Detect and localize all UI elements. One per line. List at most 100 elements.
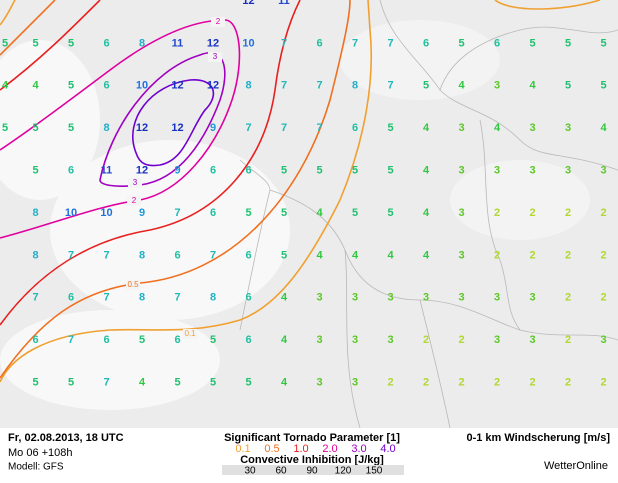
shear-value: 3 <box>352 292 358 304</box>
cin-level: 150 <box>366 466 383 477</box>
shear-value: 7 <box>316 122 322 134</box>
shear-value: 5 <box>2 122 8 134</box>
shear-value: 11 <box>172 37 184 49</box>
shear-value: 7 <box>245 122 251 134</box>
shear-value: 7 <box>387 80 393 92</box>
stp-level: 2.0 <box>322 443 337 455</box>
shear-value: 8 <box>245 80 251 92</box>
shear-title: 0-1 km Windscherung [m/s] <box>466 432 610 444</box>
shear-value: 7 <box>103 249 109 261</box>
shear-value: 8 <box>210 292 216 304</box>
shear-value: 5 <box>32 377 38 389</box>
shear-value: 6 <box>210 207 216 219</box>
stp-title: Significant Tornado Parameter [1] <box>224 432 400 444</box>
cin-level: 90 <box>306 466 318 477</box>
shear-value: 4 <box>387 249 394 261</box>
shear-value: 4 <box>281 334 288 346</box>
shear-value: 2 <box>423 334 429 346</box>
shear-value: 5 <box>600 80 606 92</box>
shear-value: 9 <box>139 207 145 219</box>
shear-value: 3 <box>458 122 464 134</box>
contour-label: 0.5 <box>127 280 139 289</box>
legend: 0.1 0.5 1.0 2.0 3.0 4.0 30 60 90 120 150 <box>235 443 395 477</box>
shear-value: 6 <box>423 37 429 49</box>
shear-value: 5 <box>600 37 606 49</box>
shear-value: 8 <box>139 37 145 49</box>
shear-value: 6 <box>245 334 251 346</box>
shear-value: 5 <box>68 122 74 134</box>
cin-level: 60 <box>275 466 287 477</box>
shear-value: 2 <box>458 377 464 389</box>
shear-value: 9 <box>174 165 180 177</box>
shear-value: 4 <box>529 80 536 92</box>
shear-grid: 12 11 5 5 5 6 8 11 12 10 7 6 7 7 6 5 6 5 5 5 4 4 5 6 10 12 12 8 7 7 8 7… <box>2 0 608 389</box>
shear-value: 5 <box>68 80 74 92</box>
shear-value: 3 <box>494 165 500 177</box>
contour-label: 0.1 <box>184 329 196 338</box>
stp-level: 4.0 <box>380 443 395 455</box>
shear-value: 2 <box>458 334 464 346</box>
contour-label-bg <box>211 17 225 27</box>
shear-value: 8 <box>139 249 145 261</box>
shear-value: 3 <box>316 377 322 389</box>
shear-value: 4 <box>2 80 9 92</box>
shear-value: 4 <box>458 80 465 92</box>
shear-value: 3 <box>387 334 393 346</box>
shear-value: 2 <box>565 292 571 304</box>
shear-value: 10 <box>65 207 77 219</box>
shear-value: 6 <box>316 37 322 49</box>
shear-value: 5 <box>210 334 216 346</box>
contour-label-bg <box>127 196 141 206</box>
shear-value: 3 <box>565 122 571 134</box>
shear-value: 6 <box>245 249 251 261</box>
shear-value: 5 <box>281 207 287 219</box>
shear-value: 6 <box>494 37 500 49</box>
shear-value: 5 <box>352 207 358 219</box>
shear-value: 3 <box>458 165 464 177</box>
shear-value: 7 <box>316 80 322 92</box>
shear-value: 6 <box>68 165 74 177</box>
shear-value: 7 <box>387 37 393 49</box>
shear-value: 5 <box>210 377 216 389</box>
shear-value: 3 <box>316 334 322 346</box>
contour-label: 2 <box>132 196 137 205</box>
brand: WetterOnline <box>544 460 608 472</box>
shear-value: 3 <box>352 334 358 346</box>
contour-label: 2 <box>216 17 221 26</box>
contour-labels: 2 3 3 2 0.5 0.1 <box>126 17 225 339</box>
cin-scale-bar <box>222 465 404 475</box>
shear-value: 4 <box>32 80 39 92</box>
shear-value: 5 <box>565 80 571 92</box>
shear-value: 2 <box>529 207 535 219</box>
contour-label: 3 <box>213 52 218 61</box>
shear-value: 3 <box>316 292 322 304</box>
shear-value: 5 <box>387 122 393 134</box>
shear-value: 2 <box>494 249 500 261</box>
shear-value: 5 <box>2 37 8 49</box>
shear-value: 7 <box>174 207 180 219</box>
shear-value: 4 <box>281 377 288 389</box>
shear-value: 8 <box>352 80 358 92</box>
shear-value: 5 <box>139 334 145 346</box>
shear-value: 12 <box>136 165 148 177</box>
shear-value: 11 <box>101 165 113 177</box>
shear-value: 7 <box>281 122 287 134</box>
shear-value: 5 <box>245 207 251 219</box>
shear-value: 3 <box>387 292 393 304</box>
shear-value: 6 <box>103 80 109 92</box>
shear-value: 2 <box>600 249 606 261</box>
shear-value: 2 <box>423 377 429 389</box>
shear-value: 4 <box>316 207 323 219</box>
shear-value: 2 <box>565 207 571 219</box>
date: Fr, 02.08.2013, 18 UTC <box>8 432 124 444</box>
shear-value: 5 <box>32 165 38 177</box>
shear-value: 3 <box>494 292 500 304</box>
model: Modell: GFS <box>8 462 64 473</box>
shear-value: 3 <box>352 377 358 389</box>
shear-value: 5 <box>352 165 358 177</box>
shear-value: 6 <box>174 249 180 261</box>
shear-value: 12 <box>171 122 183 134</box>
shear-value: 4 <box>139 377 146 389</box>
shear-value: 7 <box>32 292 38 304</box>
shear-value: 6 <box>352 122 358 134</box>
